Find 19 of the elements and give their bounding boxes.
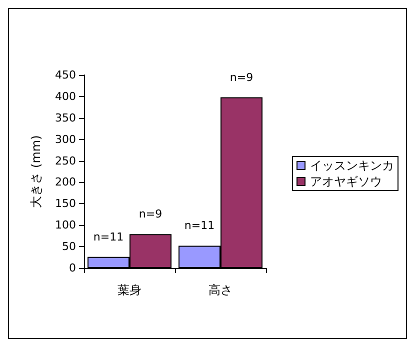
y-tick-label: 150: [55, 197, 76, 210]
annotation: n=11: [184, 219, 215, 232]
annotation: n=11: [93, 230, 124, 244]
y-tick-label: 50: [62, 240, 76, 254]
y-tick-label: 400: [55, 90, 76, 103]
y-tick-label: 100: [55, 218, 76, 232]
x-tick-label: 葉身: [118, 283, 142, 297]
y-tick-label: 350: [55, 111, 76, 124]
y-tick-label: 300: [55, 132, 76, 146]
legend-label: アオヤギソウ: [310, 174, 382, 188]
legend-label: イッスンキンカ: [310, 158, 394, 172]
x-tick-label: 高さ: [208, 283, 232, 297]
annotation: n=9: [138, 208, 162, 221]
y-tick-label: 0: [69, 262, 76, 274]
y-tick-label: 450: [55, 68, 76, 82]
y-axis-title: 大きさ (mm): [29, 135, 43, 208]
y-tick-label: 200: [55, 176, 76, 189]
y-tick-label: 250: [55, 154, 76, 168]
annotation: n=9: [230, 70, 254, 84]
